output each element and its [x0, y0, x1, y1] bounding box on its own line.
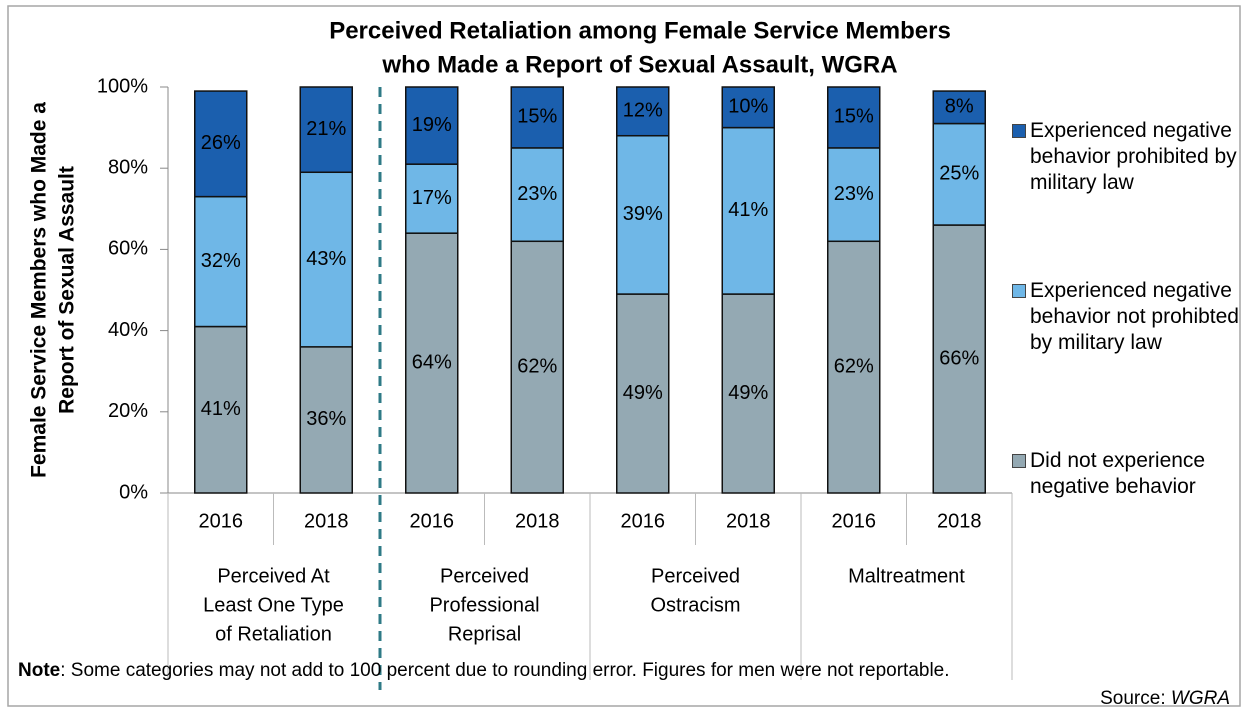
data-label: 15%: [834, 106, 874, 128]
group-label: Perceived At: [217, 565, 330, 587]
bar-segment: [299, 86, 353, 174]
data-label: 41%: [201, 398, 241, 420]
bar-segment: [510, 240, 564, 494]
data-label: 17%: [412, 187, 452, 209]
note-text: : Some categories may not add to 100 per…: [60, 660, 950, 681]
bar-segment: [932, 122, 986, 226]
note: Note: Some categories may not add to 100…: [18, 660, 950, 682]
y-axis-label: Female Service Members who Made a: [28, 102, 51, 478]
bar-segment: [721, 126, 775, 295]
y-tick-label: 20%: [108, 400, 148, 422]
legend-swatch: [1012, 454, 1026, 468]
data-label: 41%: [728, 199, 768, 221]
x-tick-label: 2016: [832, 510, 877, 532]
data-label: 39%: [623, 203, 663, 225]
group-label: of Retaliation: [215, 623, 332, 645]
legend-item: Experienced negative behavior prohibited…: [1012, 118, 1244, 196]
data-label: 23%: [517, 183, 557, 205]
group-label: Perceived: [440, 565, 529, 587]
bar-segment: [932, 90, 986, 125]
group-label: Maltreatment: [848, 565, 965, 587]
chart-title: who Made a Report of Sexual Assault, WGR…: [381, 51, 897, 78]
source: Source: WGRA: [1100, 688, 1230, 710]
legend-item: Experienced negative behavior not prohib…: [1012, 278, 1244, 356]
data-label: 23%: [834, 183, 874, 205]
data-label: 10%: [728, 96, 768, 118]
bar-segment: [827, 147, 881, 243]
bar-segment: [616, 86, 670, 137]
group-label: Ostracism: [651, 594, 741, 616]
x-tick-label: 2016: [621, 510, 666, 532]
data-label: 32%: [201, 250, 241, 272]
y-tick-label: 40%: [108, 319, 148, 341]
legend-label: Experienced negative behavior prohibited…: [1030, 119, 1237, 194]
x-tick-label: 2018: [515, 510, 560, 532]
bar-segment: [405, 232, 459, 494]
source-label: Source:: [1100, 688, 1171, 709]
bar-segment: [616, 134, 670, 295]
data-label: 43%: [306, 248, 346, 270]
y-tick-label: 100%: [97, 75, 148, 97]
bar-segment: [721, 293, 775, 494]
y-tick-label: 0%: [119, 481, 148, 503]
bar-segment: [510, 86, 564, 149]
data-label: 49%: [728, 382, 768, 404]
group-label: Professional: [429, 594, 539, 616]
legend-swatch: [1012, 124, 1026, 138]
data-label: 12%: [623, 100, 663, 122]
legend-label: Did not experience negative behavior: [1030, 449, 1206, 498]
bar-segment: [405, 86, 459, 165]
data-label: 66%: [939, 347, 979, 369]
bar-segment: [194, 90, 248, 198]
group-label: Least One Type: [203, 594, 344, 616]
group-label: Perceived: [651, 565, 740, 587]
bar-segment: [405, 163, 459, 234]
bar-segment: [299, 346, 353, 494]
data-label: 62%: [517, 355, 557, 377]
data-label: 8%: [945, 96, 974, 118]
bar-segment: [827, 86, 881, 149]
data-label: 26%: [201, 132, 241, 154]
legend-swatch: [1012, 284, 1026, 298]
x-tick-label: 2018: [304, 510, 349, 532]
bar-segment: [194, 195, 248, 328]
bar-segment: [616, 293, 670, 494]
group-label: Reprisal: [448, 623, 521, 645]
data-label: 49%: [623, 382, 663, 404]
y-tick-label: 80%: [108, 156, 148, 178]
x-tick-label: 2018: [726, 510, 771, 532]
y-tick-label: 60%: [108, 238, 148, 260]
data-label: 15%: [517, 106, 557, 128]
bar-segment: [932, 224, 986, 494]
frame: [7, 5, 1241, 707]
data-label: 36%: [306, 408, 346, 430]
data-label: 62%: [834, 355, 874, 377]
chart-title: Perceived Retaliation among Female Servi…: [329, 17, 951, 44]
data-label: 25%: [939, 163, 979, 185]
x-tick-label: 2018: [937, 510, 982, 532]
legend-item: Did not experience negative behavior: [1012, 448, 1244, 500]
legend-label: Experienced negative behavior not prohib…: [1030, 279, 1239, 354]
bar-segment: [827, 240, 881, 494]
data-label: 19%: [412, 114, 452, 136]
data-label: 64%: [412, 351, 452, 373]
x-tick-label: 2016: [199, 510, 244, 532]
data-label: 21%: [306, 118, 346, 140]
y-axis-label: Report of Sexual Assault: [56, 166, 79, 414]
bar-segment: [721, 86, 775, 129]
x-tick-label: 2016: [410, 510, 455, 532]
note-label: Note: [18, 660, 61, 681]
source-name: WGRA: [1170, 688, 1230, 709]
